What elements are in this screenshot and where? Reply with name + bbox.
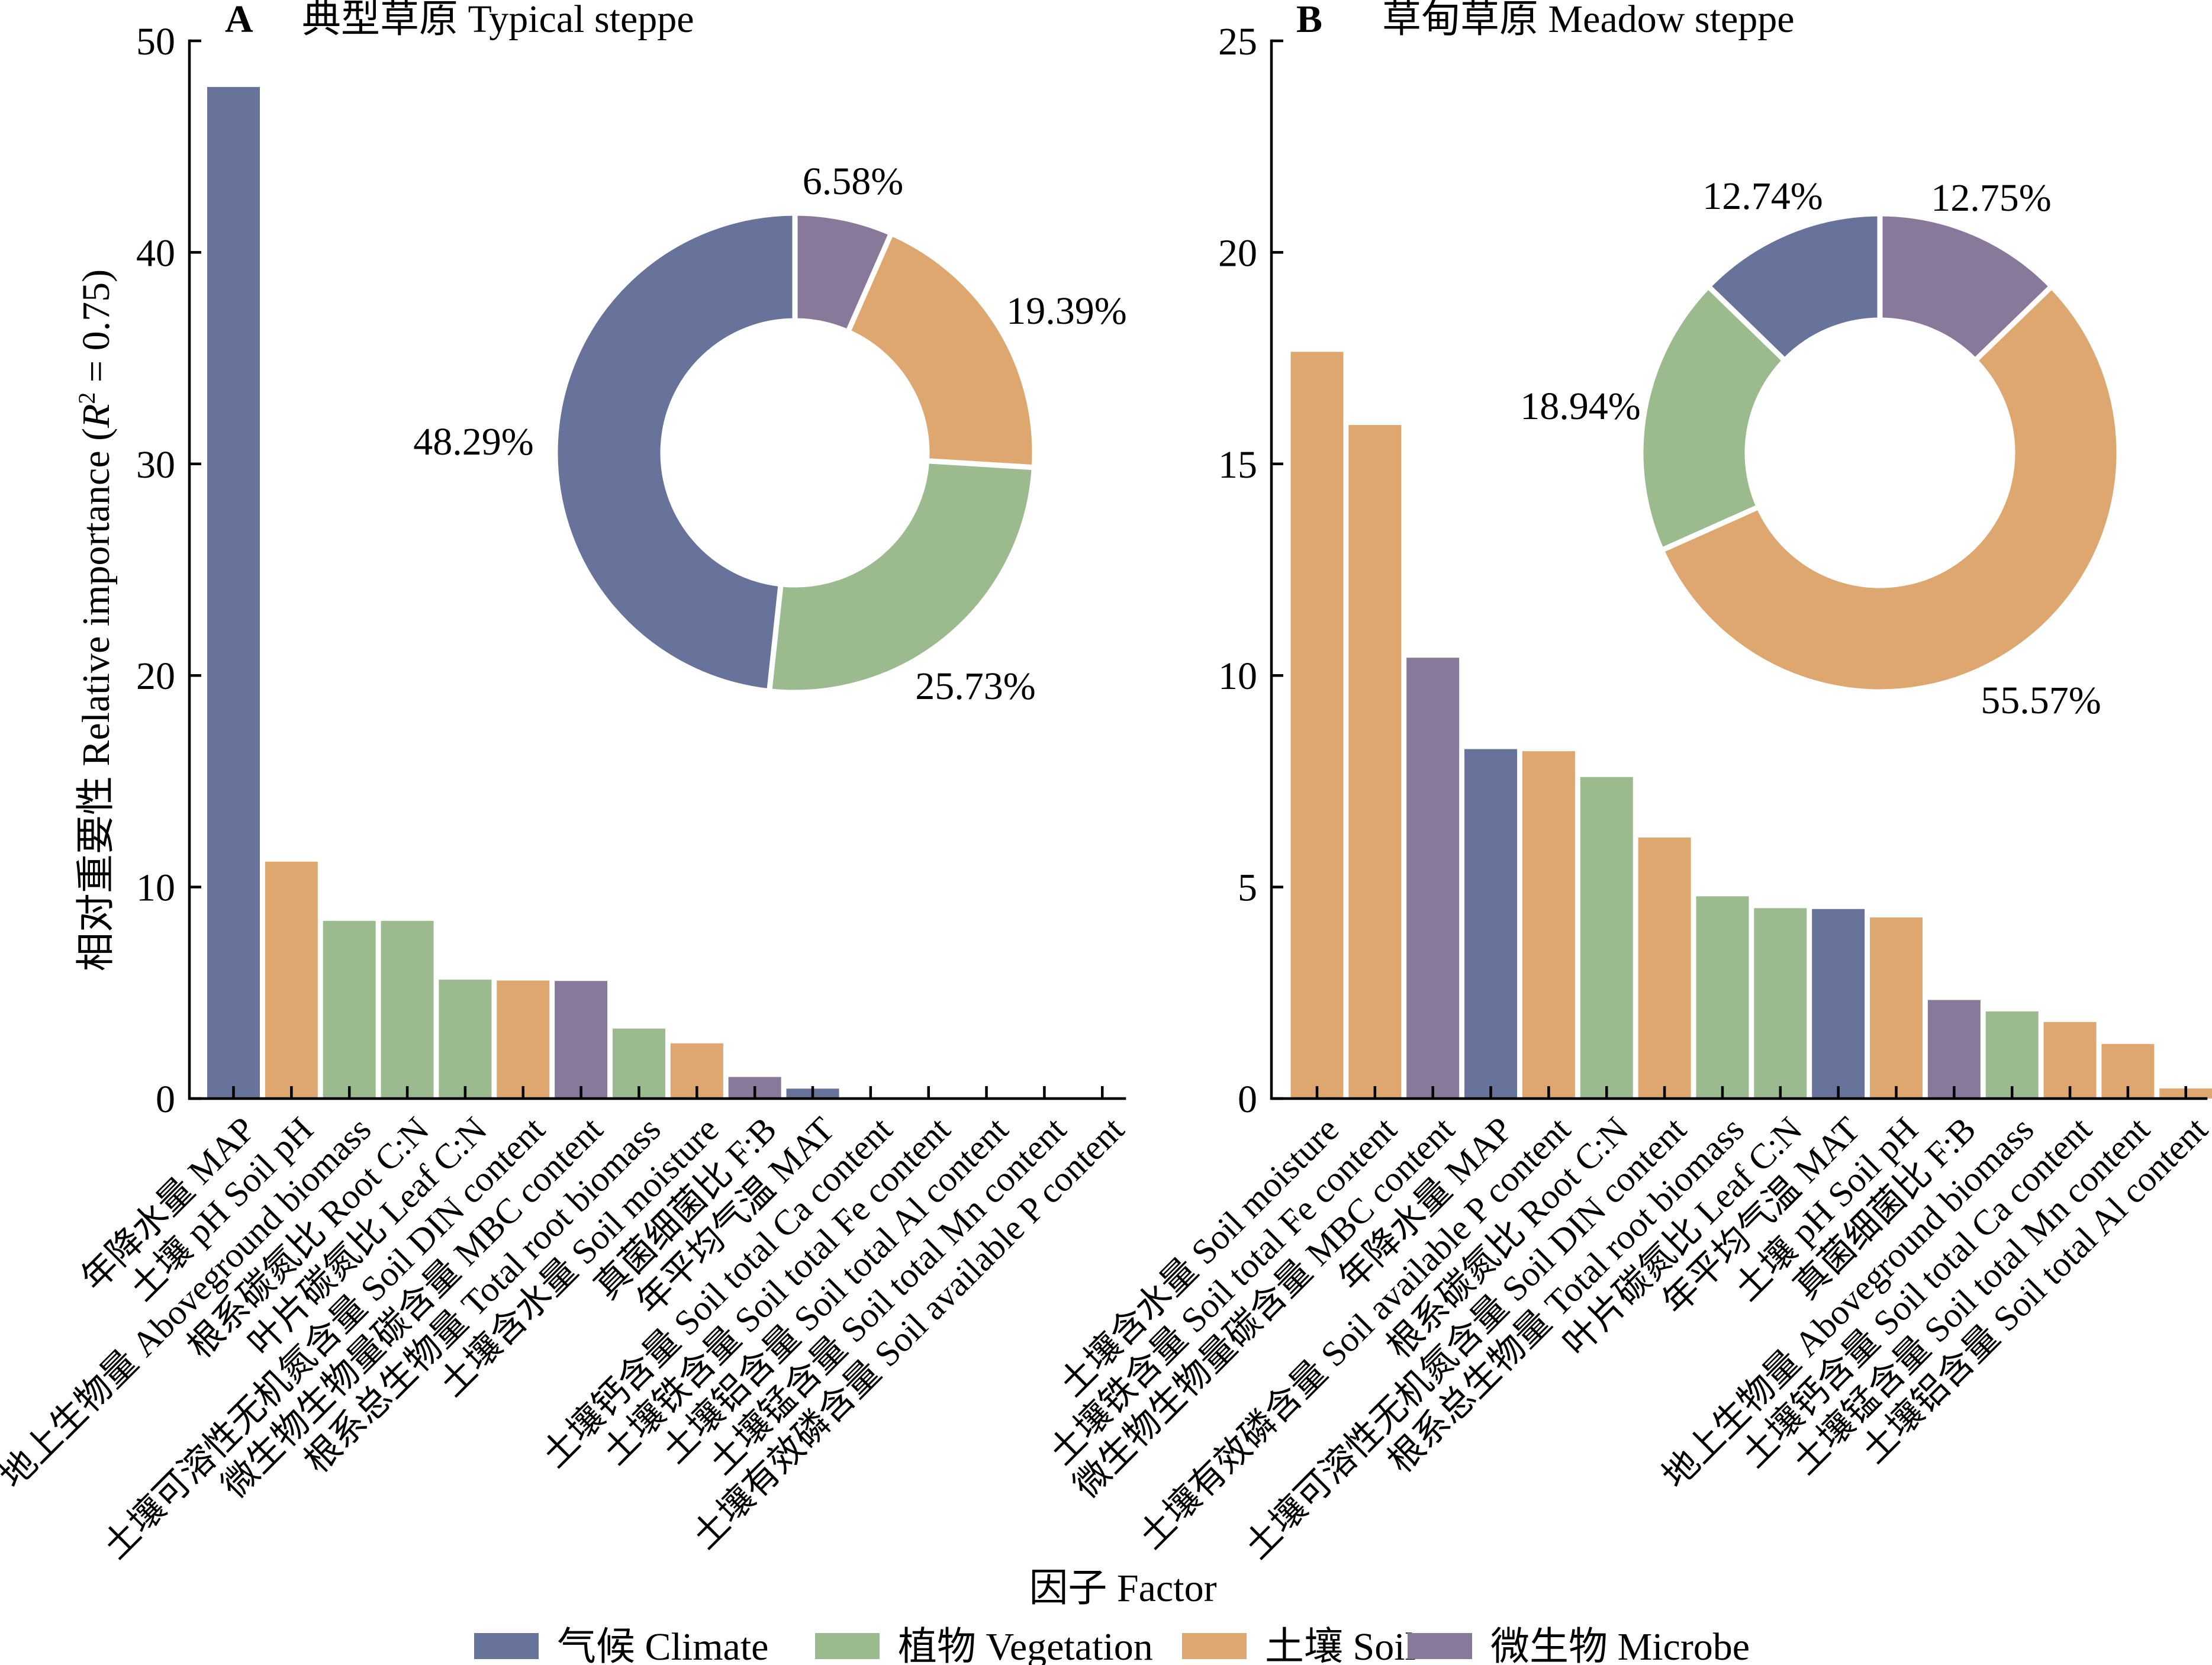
y-axis: 0 5 10 15 20 25: [1218, 20, 1283, 1121]
panel-a: A 典型草原 Typical steppe 相对重要性 Relative imp…: [0, 0, 1132, 1566]
y-tick-label: 20: [136, 655, 175, 698]
y-axis: 0 10 20 30 40 50: [136, 20, 201, 1121]
bar-soil: [2043, 1022, 2097, 1099]
legend-item-soil: 土壤 Soil: [1182, 1625, 1416, 1665]
bar-vegetation: [439, 980, 492, 1099]
donut-slice-climate: [1704, 211, 1883, 365]
bar-vegetation: [1754, 908, 1807, 1099]
bar-soil: [265, 861, 318, 1099]
bar-climate: [1464, 749, 1518, 1099]
legend-swatch-soil: [1182, 1633, 1247, 1659]
bar-soil: [1290, 352, 1344, 1099]
donut-slice-climate: [552, 210, 798, 694]
y-tick-label: 25: [1218, 20, 1257, 63]
y-tick-label: 15: [1218, 443, 1257, 487]
bar-vegetation: [1985, 1011, 2039, 1099]
panel-letter: A: [225, 0, 253, 41]
legend-label: 土壤 Soil: [1265, 1625, 1416, 1665]
donut-slice-vegetation: [1638, 282, 1789, 554]
y-axis-label-variable: R: [75, 404, 118, 429]
bar-vegetation: [1580, 777, 1633, 1099]
panel-b: B 草甸草原 Meadow steppe 12.75%55.57%18.94%1…: [1042, 0, 2212, 1566]
donut-slice-vegetation: [766, 458, 1038, 695]
donut-label-vegetation: 25.73%: [915, 665, 1035, 708]
donut-label-soil: 19.39%: [1006, 289, 1126, 333]
donut-label-climate: 12.74%: [1702, 175, 1823, 218]
bar-microbe: [555, 981, 608, 1099]
y-tick-label: 0: [1238, 1078, 1257, 1121]
y-tick-label: 0: [156, 1078, 175, 1121]
legend-item-climate: 气候 Climate: [474, 1625, 768, 1665]
y-tick-label: 40: [136, 231, 175, 275]
bar-climate: [207, 86, 260, 1099]
donut-chart: 12.75% 55.57% 18.94% 12.74%: [1520, 175, 2122, 722]
legend-label: 微生物 Microbe: [1490, 1625, 1750, 1665]
bar-microbe: [1406, 658, 1460, 1099]
bar-soil: [497, 980, 550, 1099]
legend-swatch-climate: [474, 1633, 539, 1659]
bar-soil: [1348, 425, 1402, 1099]
bar-vegetation: [1696, 896, 1749, 1099]
y-axis-label-suffix: = 0.75): [75, 269, 118, 392]
y-tick-label: 50: [136, 20, 175, 63]
donut-label-microbe: 12.75%: [1931, 176, 2051, 220]
x-axis-label: 因子 Factor: [1029, 1567, 1216, 1610]
donut-slice-soil: [844, 230, 1038, 471]
legend-item-microbe: 微生物 Microbe: [1408, 1625, 1750, 1665]
donut-label-climate: 48.29%: [413, 420, 533, 463]
bars: [1290, 352, 2212, 1099]
panel-title: 草甸草原 Meadow steppe: [1382, 0, 1795, 41]
y-tick-label: 5: [1238, 867, 1257, 910]
legend: 气候 Climate 植物 Vegetation 土壤 Soil 微生物 Mic…: [474, 1625, 1750, 1665]
donut-slice-soil: [1658, 282, 2122, 695]
legend-label: 植物 Vegetation: [898, 1625, 1153, 1665]
donut-label-soil: 55.57%: [1981, 679, 2101, 722]
bar-soil: [1870, 917, 1923, 1099]
bar-vegetation: [381, 920, 434, 1099]
y-tick-label: 10: [136, 867, 175, 910]
bar-microbe: [1927, 1000, 1981, 1099]
legend-item-vegetation: 植物 Vegetation: [815, 1625, 1153, 1665]
legend-label: 气候 Climate: [557, 1625, 768, 1665]
bar-soil: [1522, 751, 1575, 1099]
donut-chart: 6.58% 19.39% 25.73% 48.29%: [413, 160, 1126, 708]
bar-climate: [1812, 909, 1865, 1099]
donut-label-microbe: 6.58%: [803, 160, 903, 203]
donut-slice-microbe: [1877, 211, 2056, 365]
bar-vegetation: [323, 920, 376, 1099]
y-axis-label: 相对重要性 Relative importance (R2 = 0.75): [73, 269, 118, 971]
panel-letter: B: [1296, 0, 1322, 41]
y-tick-label: 30: [136, 443, 175, 487]
bar-soil: [1638, 837, 1691, 1099]
donut-label-vegetation: 18.94%: [1520, 385, 1640, 428]
y-tick-label: 20: [1218, 231, 1257, 275]
y-axis-label-text: 相对重要性 Relative importance (: [75, 428, 118, 971]
legend-swatch-microbe: [1408, 1633, 1472, 1659]
panel-title: 典型草原 Typical steppe: [302, 0, 694, 41]
y-axis-label-superscript: 2: [73, 392, 100, 404]
y-tick-label: 10: [1218, 655, 1257, 698]
legend-swatch-vegetation: [815, 1633, 880, 1659]
